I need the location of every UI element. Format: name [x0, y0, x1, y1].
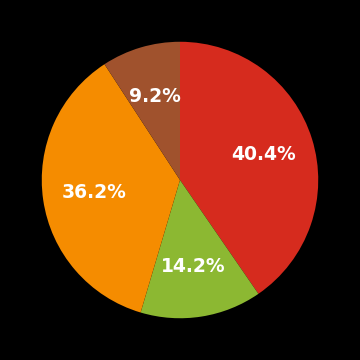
Wedge shape [141, 180, 258, 318]
Wedge shape [104, 42, 180, 180]
Wedge shape [42, 64, 180, 312]
Text: 36.2%: 36.2% [61, 183, 126, 202]
Text: 9.2%: 9.2% [129, 87, 181, 106]
Text: 14.2%: 14.2% [161, 257, 226, 275]
Text: 40.4%: 40.4% [231, 145, 296, 164]
Wedge shape [180, 42, 318, 294]
